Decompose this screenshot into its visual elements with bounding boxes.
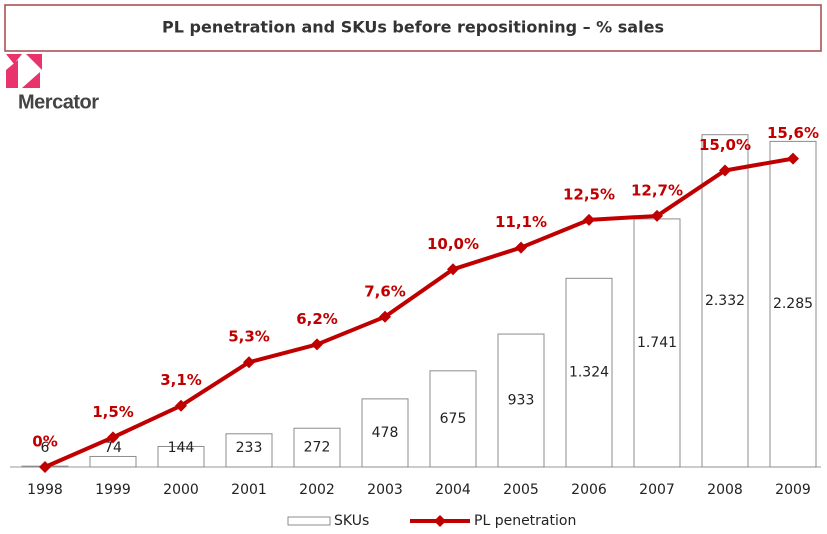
line-marker <box>651 209 663 222</box>
line-marker <box>311 338 323 351</box>
line-value-label: 6,2% <box>296 310 338 328</box>
logo-icon <box>6 54 42 88</box>
line-value-label: 15,6% <box>767 124 819 142</box>
bar-value-label: 2.332 <box>705 293 745 309</box>
legend-label: SKUs <box>334 513 369 529</box>
bar-value-label: 2.285 <box>773 296 813 312</box>
bar-value-label: 675 <box>440 411 467 427</box>
line-value-label: 10,0% <box>427 235 479 253</box>
bar-value-label: 933 <box>508 393 535 409</box>
bar <box>225 433 273 468</box>
line-value-label: 15,0% <box>699 136 751 154</box>
bar-value-label: 74 <box>104 440 122 456</box>
bar-value-label: 478 <box>372 425 399 441</box>
legend-marker <box>434 515 446 527</box>
line-marker <box>515 241 527 254</box>
line-value-label: 12,7% <box>631 181 683 199</box>
line-marker <box>719 164 731 177</box>
x-tick-label: 1998 <box>27 482 63 498</box>
bar <box>293 427 341 468</box>
bar <box>565 277 613 468</box>
line <box>44 156 794 469</box>
line-marker <box>243 356 255 369</box>
bar-value-label: 1.741 <box>637 335 677 351</box>
x-tick-label: 2007 <box>639 482 675 498</box>
bar <box>497 333 545 468</box>
bar <box>89 455 137 468</box>
line-value-label: 11,1% <box>495 213 547 231</box>
line-marker <box>447 263 459 276</box>
x-tick-label: 2006 <box>571 482 607 498</box>
bar-value-label: 272 <box>304 440 331 456</box>
bar-value-label: 144 <box>168 440 195 456</box>
line-marker <box>39 461 51 473</box>
line-value-label: 3,1% <box>160 371 202 389</box>
x-tick-label: 2004 <box>435 482 471 498</box>
legend-swatch <box>287 516 331 526</box>
line-value-label: 12,5% <box>563 185 615 203</box>
bar <box>769 140 817 468</box>
x-tick-label: 2009 <box>775 482 811 498</box>
line-marker <box>175 399 187 412</box>
bar-value-label: 1.324 <box>569 365 609 381</box>
x-tick-label: 2000 <box>163 482 199 498</box>
bar <box>157 445 205 468</box>
x-tick-label: 2008 <box>707 482 743 498</box>
line-value-label: 5,3% <box>228 328 270 346</box>
legend-label: PL penetration <box>474 513 576 529</box>
bar <box>361 398 409 468</box>
title-box <box>4 4 822 52</box>
x-tick-label: 2001 <box>231 482 267 498</box>
bar-value-label: 6 <box>41 440 50 456</box>
line-value-label: 0% <box>32 433 57 451</box>
bar <box>701 134 749 468</box>
x-tick-label: 2002 <box>299 482 335 498</box>
x-tick-label: 2005 <box>503 482 539 498</box>
bar <box>429 370 477 468</box>
chart-title: PL penetration and SKUs before repositio… <box>162 18 664 37</box>
bar <box>633 218 681 468</box>
logo-text: Mercator <box>18 91 99 113</box>
line-marker <box>787 152 799 165</box>
line-value-label: 1,5% <box>92 403 134 421</box>
line-marker <box>583 213 595 226</box>
x-tick-label: 1999 <box>95 482 131 498</box>
bar-value-label: 233 <box>236 440 263 456</box>
line-value-label: 7,6% <box>364 282 406 300</box>
line-marker <box>107 431 119 444</box>
x-tick-label: 2003 <box>367 482 403 498</box>
line-marker <box>379 310 391 323</box>
